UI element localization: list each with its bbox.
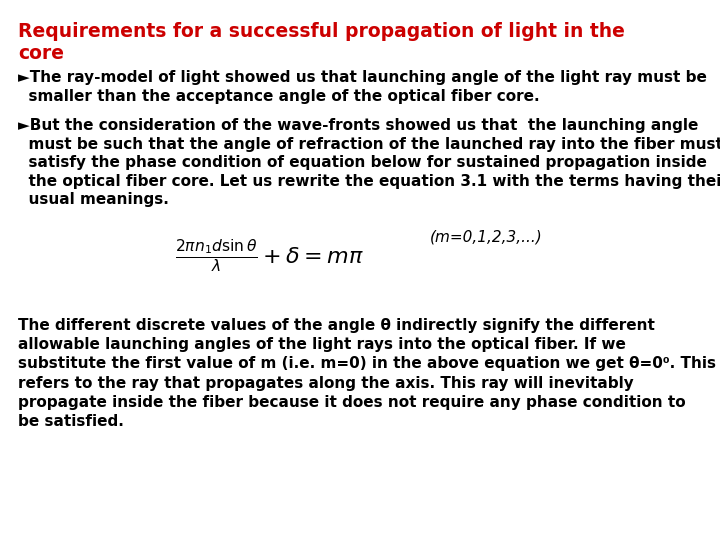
Text: The different discrete values of the angle θ indirectly signify the different
al: The different discrete values of the ang… (18, 318, 716, 429)
Text: core: core (18, 44, 64, 63)
Text: ►The ray-model of light showed us that launching angle of the light ray must be
: ►The ray-model of light showed us that l… (18, 70, 707, 104)
Text: ►But the consideration of the wave-fronts showed us that  the launching angle
  : ►But the consideration of the wave-front… (18, 118, 720, 207)
Text: Requirements for a successful propagation of light in the: Requirements for a successful propagatio… (18, 22, 625, 41)
Text: (m=0,1,2,3,...): (m=0,1,2,3,...) (430, 230, 543, 245)
Text: $\frac{2\pi n_1 d \sin\theta}{\lambda} + \delta = m\pi$: $\frac{2\pi n_1 d \sin\theta}{\lambda} +… (176, 238, 364, 275)
